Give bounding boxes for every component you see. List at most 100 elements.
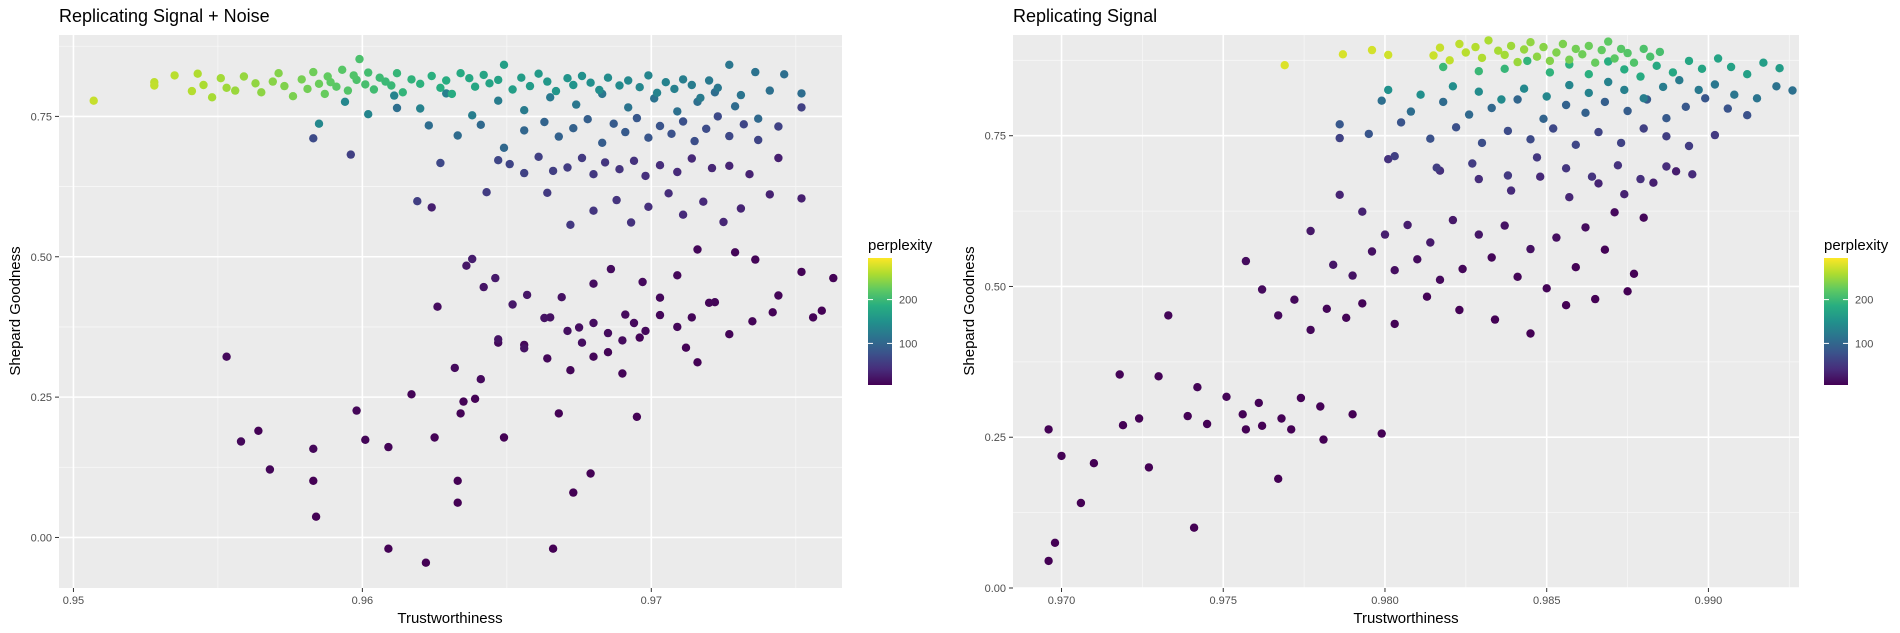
- data-point: [349, 71, 358, 80]
- data-point: [1477, 138, 1487, 148]
- x-axis-ticks: 0.970 0.975 0.980 0.985 0.990: [1048, 588, 1722, 607]
- data-point: [1604, 57, 1613, 66]
- data-point: [655, 121, 665, 131]
- data-point: [1396, 118, 1406, 127]
- x-tick-label: 0.980: [1371, 595, 1399, 607]
- data-point: [355, 54, 364, 64]
- data-point: [586, 469, 595, 478]
- data-point: [1316, 402, 1325, 411]
- data-point: [1542, 284, 1551, 293]
- data-point: [369, 85, 379, 94]
- data-point: [1636, 72, 1645, 81]
- data-point: [589, 206, 598, 215]
- data-point: [1422, 292, 1432, 301]
- data-point: [1571, 263, 1581, 272]
- data-point: [606, 264, 616, 274]
- data-point: [520, 344, 529, 353]
- data-point: [765, 190, 774, 199]
- data-point: [1536, 172, 1545, 181]
- data-point: [1076, 498, 1086, 508]
- data-point: [1384, 85, 1393, 95]
- data-point: [632, 412, 642, 421]
- data-point: [1222, 392, 1231, 401]
- data-point: [1526, 38, 1535, 47]
- data-point: [453, 476, 462, 485]
- data-point: [736, 90, 746, 100]
- data-point: [1639, 213, 1648, 222]
- data-point: [1639, 44, 1648, 54]
- data-point: [713, 83, 722, 93]
- data-point: [1610, 208, 1619, 217]
- legend-break-label: 200: [1855, 295, 1873, 307]
- data-point: [314, 79, 324, 89]
- data-point: [450, 363, 459, 373]
- data-point: [1241, 425, 1251, 434]
- data-point: [540, 313, 549, 323]
- data-point: [468, 111, 477, 120]
- data-point: [199, 80, 208, 90]
- x-tick-label: 0.975: [1209, 595, 1237, 607]
- data-point: [615, 81, 624, 90]
- data-point: [1526, 135, 1535, 144]
- data-point: [1435, 43, 1445, 52]
- data-point: [416, 79, 425, 89]
- data-point: [534, 152, 543, 161]
- data-point: [730, 102, 740, 111]
- data-point: [1542, 92, 1551, 101]
- data-point: [774, 122, 783, 131]
- data-point: [780, 70, 789, 79]
- data-point: [829, 273, 838, 283]
- data-point: [1406, 107, 1416, 116]
- data-point: [678, 75, 688, 84]
- data-point: [600, 158, 610, 167]
- data-point: [1552, 233, 1561, 242]
- data-point: [808, 313, 818, 322]
- data-point: [1426, 134, 1435, 143]
- data-point: [563, 163, 572, 172]
- data-point: [572, 100, 581, 109]
- data-point: [577, 153, 587, 163]
- data-point: [170, 71, 179, 80]
- data-point: [667, 129, 676, 138]
- data-point: [725, 131, 734, 141]
- data-point: [251, 79, 260, 88]
- data-point: [1616, 138, 1626, 148]
- data-point: [320, 89, 329, 99]
- data-point: [222, 352, 231, 361]
- x-axis-ticks: 0.95 0.96 0.97: [63, 588, 662, 607]
- data-point: [150, 81, 159, 90]
- data-point: [774, 153, 783, 163]
- data-point: [673, 271, 682, 280]
- data-point: [748, 317, 757, 326]
- data-point: [470, 394, 480, 403]
- data-point: [476, 375, 485, 384]
- data-point: [632, 113, 642, 123]
- data-point: [1565, 80, 1574, 90]
- data-point: [499, 60, 509, 69]
- data-point: [1623, 48, 1632, 58]
- data-point: [754, 135, 763, 145]
- data-point: [1788, 86, 1797, 95]
- data-point: [1759, 58, 1768, 67]
- data-point: [1241, 256, 1251, 266]
- data-point: [1545, 56, 1555, 66]
- data-point: [609, 119, 618, 128]
- data-point: [598, 138, 607, 147]
- data-point: [704, 298, 714, 307]
- data-point: [589, 170, 598, 179]
- data-point: [1367, 45, 1377, 55]
- data-point: [589, 352, 598, 361]
- data-point: [1636, 174, 1645, 184]
- data-point: [644, 133, 653, 142]
- data-point: [1532, 52, 1542, 61]
- data-point: [1639, 94, 1648, 103]
- data-point: [1193, 383, 1202, 392]
- data-point: [1584, 88, 1594, 98]
- data-point: [332, 82, 341, 91]
- legend-break-label: 100: [899, 338, 917, 350]
- data-point: [644, 202, 653, 211]
- data-point: [1713, 54, 1723, 63]
- data-point: [1581, 108, 1590, 118]
- data-point: [436, 83, 445, 93]
- data-point: [678, 117, 688, 126]
